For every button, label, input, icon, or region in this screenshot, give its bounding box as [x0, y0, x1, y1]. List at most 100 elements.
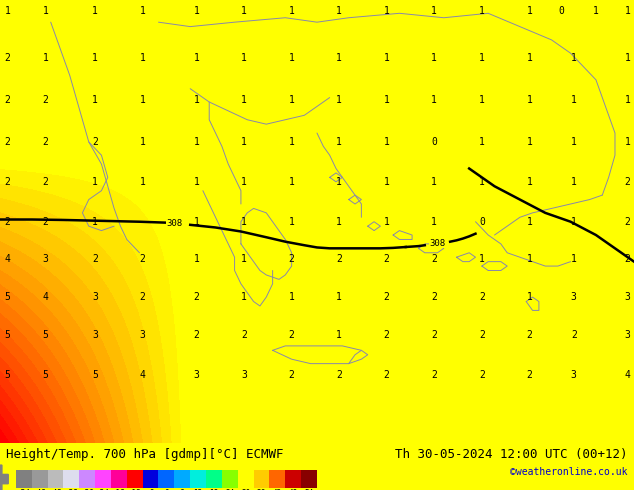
Text: -38: -38 [65, 489, 78, 490]
Text: 5: 5 [42, 370, 49, 380]
Bar [206, 470, 222, 488]
Text: 1: 1 [241, 217, 247, 227]
Text: 2: 2 [384, 254, 390, 265]
Text: 1: 1 [241, 95, 247, 105]
Text: 1: 1 [526, 52, 533, 63]
Text: 3: 3 [42, 254, 49, 265]
Text: 1: 1 [336, 217, 342, 227]
Text: 1: 1 [571, 52, 577, 63]
Text: 1: 1 [571, 95, 577, 105]
Text: 1: 1 [42, 6, 49, 16]
Text: 2: 2 [526, 330, 533, 340]
Text: 2: 2 [42, 95, 49, 105]
Text: 1: 1 [526, 177, 533, 187]
Text: 1: 1 [479, 95, 485, 105]
Text: 1: 1 [336, 177, 342, 187]
Bar [48, 470, 63, 488]
Text: 2: 2 [624, 217, 631, 227]
Text: 1: 1 [193, 95, 200, 105]
Text: 1: 1 [571, 137, 577, 147]
Text: -30: -30 [81, 489, 94, 490]
Text: 2: 2 [92, 137, 98, 147]
Text: 2: 2 [336, 254, 342, 265]
Text: 3: 3 [624, 292, 631, 302]
Text: ©weatheronline.co.uk: ©weatheronline.co.uk [510, 467, 628, 477]
Text: 4: 4 [42, 292, 49, 302]
Text: 1: 1 [479, 6, 485, 16]
Text: 1: 1 [241, 292, 247, 302]
Text: 2: 2 [479, 292, 485, 302]
Text: 2: 2 [4, 137, 11, 147]
Text: -48: -48 [33, 489, 46, 490]
Text: 2: 2 [431, 292, 437, 302]
Text: 2: 2 [139, 292, 146, 302]
Text: 1: 1 [336, 6, 342, 16]
Text: 1: 1 [526, 6, 533, 16]
Bar [254, 470, 269, 488]
Text: 2: 2 [336, 370, 342, 380]
Bar [32, 470, 48, 488]
Text: 1: 1 [479, 137, 485, 147]
Text: 18: 18 [209, 489, 219, 490]
Text: 1: 1 [92, 52, 98, 63]
Text: 1: 1 [193, 137, 200, 147]
Text: 1: 1 [526, 95, 533, 105]
Bar [285, 470, 301, 488]
Text: 1: 1 [193, 6, 200, 16]
Text: 1: 1 [92, 217, 98, 227]
Text: 3: 3 [92, 330, 98, 340]
Text: 2: 2 [479, 370, 485, 380]
Text: 1: 1 [479, 177, 485, 187]
Text: 1: 1 [384, 217, 390, 227]
Bar [127, 470, 143, 488]
Text: 1: 1 [336, 292, 342, 302]
Text: -6: -6 [146, 489, 155, 490]
Text: 1: 1 [431, 95, 437, 105]
Text: 2: 2 [139, 254, 146, 265]
Text: 3: 3 [571, 292, 577, 302]
Text: 2: 2 [384, 370, 390, 380]
Text: 2: 2 [193, 292, 200, 302]
Text: 1: 1 [571, 217, 577, 227]
Text: 1: 1 [336, 95, 342, 105]
Text: 1: 1 [624, 95, 631, 105]
Text: 1: 1 [336, 330, 342, 340]
Text: 6: 6 [180, 489, 184, 490]
Bar [190, 470, 206, 488]
Text: Th 30-05-2024 12:00 UTC (00+12): Th 30-05-2024 12:00 UTC (00+12) [395, 448, 628, 461]
Text: 2: 2 [4, 95, 11, 105]
Text: 54: 54 [304, 489, 314, 490]
Text: 1: 1 [241, 6, 247, 16]
Text: 2: 2 [431, 370, 437, 380]
Text: 30: 30 [241, 489, 250, 490]
Text: 1: 1 [624, 137, 631, 147]
Text: Height/Temp. 700 hPa [gdmp][°C] ECMWF: Height/Temp. 700 hPa [gdmp][°C] ECMWF [6, 448, 284, 461]
Text: 1: 1 [288, 177, 295, 187]
Text: 48: 48 [288, 489, 298, 490]
Text: 1: 1 [139, 95, 146, 105]
Text: 2: 2 [624, 254, 631, 265]
Text: 1: 1 [479, 254, 485, 265]
Text: 1: 1 [479, 52, 485, 63]
Text: 2: 2 [4, 177, 11, 187]
Text: 0: 0 [558, 6, 564, 16]
Bar [158, 470, 174, 488]
Text: 2: 2 [42, 177, 49, 187]
Text: 1: 1 [288, 6, 295, 16]
Text: 2: 2 [571, 330, 577, 340]
Text: 1: 1 [139, 177, 146, 187]
Text: 2: 2 [431, 254, 437, 265]
Text: 308: 308 [166, 219, 183, 227]
Text: 1: 1 [4, 6, 11, 16]
Text: 0: 0 [431, 137, 437, 147]
Text: 1: 1 [384, 52, 390, 63]
Bar [16, 470, 32, 488]
Text: 1: 1 [431, 52, 437, 63]
Text: 1: 1 [431, 6, 437, 16]
Text: 1: 1 [241, 137, 247, 147]
Text: 42: 42 [273, 489, 282, 490]
Text: -18: -18 [112, 489, 126, 490]
Text: 1: 1 [384, 177, 390, 187]
Text: 1: 1 [193, 217, 200, 227]
Text: 1: 1 [624, 52, 631, 63]
